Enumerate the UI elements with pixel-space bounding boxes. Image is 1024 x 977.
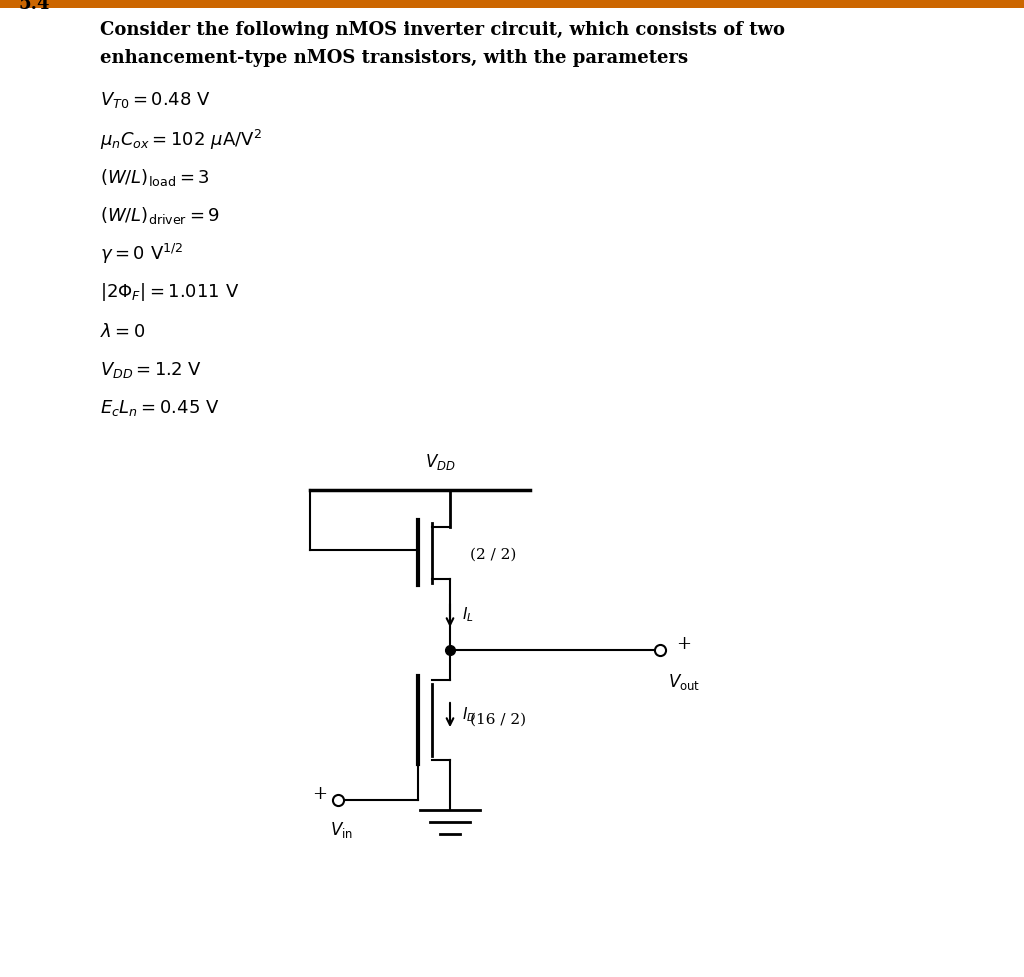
Text: +: + [312,785,327,803]
Text: $\gamma = 0\ \mathrm{V}^{1/2}$: $\gamma = 0\ \mathrm{V}^{1/2}$ [100,242,183,266]
Text: $V_{DD} = 1.2\ \mathrm{V}$: $V_{DD} = 1.2\ \mathrm{V}$ [100,360,202,380]
Text: Consider the following nMOS inverter circuit, which consists of two: Consider the following nMOS inverter cir… [100,21,785,39]
Text: $\lambda = 0$: $\lambda = 0$ [100,323,145,341]
Text: (16 / 2): (16 / 2) [470,713,526,727]
Text: $V_{DD}$: $V_{DD}$ [425,452,456,472]
Text: $|2\Phi_F| = 1.011\ \mathrm{V}$: $|2\Phi_F| = 1.011\ \mathrm{V}$ [100,281,240,303]
Text: $E_c L_n = 0.45\ \mathrm{V}$: $E_c L_n = 0.45\ \mathrm{V}$ [100,398,219,418]
Bar [0,0,1024,8]
Text: $V_{\mathrm{out}}$: $V_{\mathrm{out}}$ [668,672,700,692]
Text: $V_{\mathrm{in}}$: $V_{\mathrm{in}}$ [330,820,353,840]
Text: enhancement-type nMOS transistors, with the parameters: enhancement-type nMOS transistors, with … [100,49,688,67]
Text: (2 / 2): (2 / 2) [470,548,516,562]
Text: $(W/L)_{\mathrm{driver}} = 9$: $(W/L)_{\mathrm{driver}} = 9$ [100,205,220,227]
Text: $V_{T0} = 0.48\ \mathrm{V}$: $V_{T0} = 0.48\ \mathrm{V}$ [100,90,211,110]
Text: $\mu_n C_{ox} = 102\ \mu\mathrm{A/V}^2$: $\mu_n C_{ox} = 102\ \mu\mathrm{A/V}^2$ [100,128,262,152]
Text: 5.4: 5.4 [18,0,49,13]
Text: $I_D$: $I_D$ [462,705,476,724]
Text: $(W/L)_{\mathrm{load}} = 3$: $(W/L)_{\mathrm{load}} = 3$ [100,167,210,189]
Text: $I_L$: $I_L$ [462,606,474,624]
Text: +: + [676,635,691,653]
